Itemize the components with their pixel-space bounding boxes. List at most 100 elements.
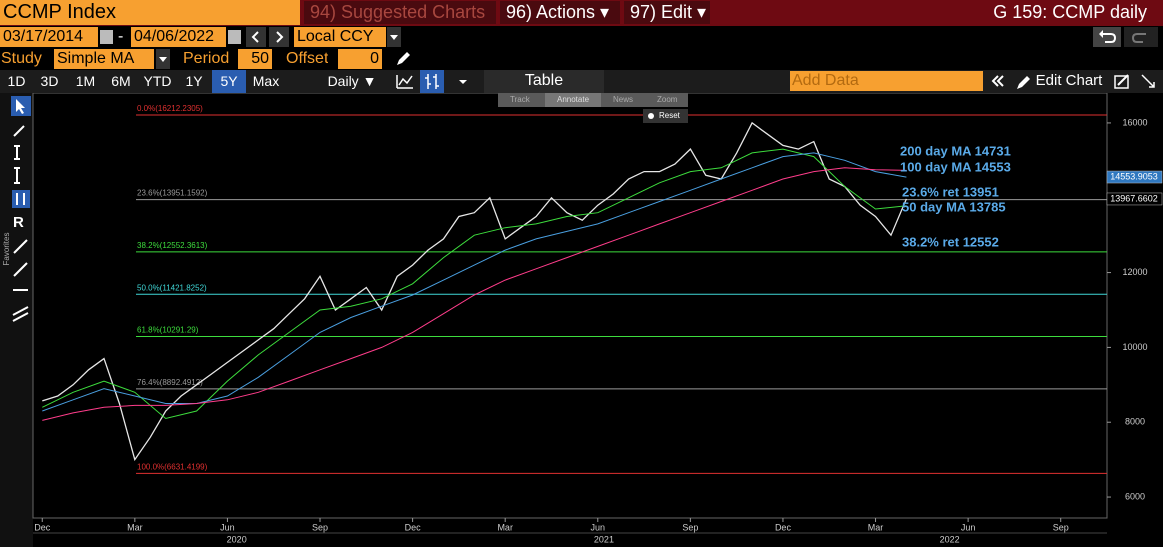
icon <box>276 31 284 43</box>
x-tick-label: Jun <box>961 522 976 532</box>
price-tag <box>1106 192 1163 206</box>
series-line <box>42 152 907 412</box>
pct-tool[interactable] <box>14 145 20 160</box>
period-button[interactable]: 5Y <box>212 70 246 93</box>
prev-button[interactable] <box>246 27 266 47</box>
edit-chart-button[interactable]: Edit Chart <box>1035 72 1103 89</box>
price-tag-label: 13967.6602 <box>1110 193 1158 203</box>
annotation: 23.6% ret 13951 <box>902 184 999 199</box>
table-button[interactable]: Table <box>484 70 604 93</box>
undo-button[interactable] <box>1093 27 1121 47</box>
period-field[interactable]: 50 <box>238 49 272 69</box>
next-button[interactable] <box>269 27 289 47</box>
calendar-icon[interactable] <box>100 30 113 44</box>
settings-icon[interactable] <box>1112 70 1132 93</box>
x-tick-label: Sep <box>682 522 698 532</box>
icon <box>425 74 439 89</box>
offset-field[interactable]: 0 <box>338 49 382 69</box>
icon <box>459 80 467 84</box>
icon <box>390 35 398 40</box>
end-date[interactable]: 04/06/2022 <box>131 27 226 47</box>
currency-field[interactable]: Local CCY <box>294 27 386 47</box>
title-bar: CCMP Index 94) Suggested Charts 96) Acti… <box>0 0 1163 26</box>
x-tick-label: Dec <box>34 522 51 532</box>
x-tick-label: Mar <box>868 522 884 532</box>
price-tag-label: 14553.9053 <box>1110 171 1158 181</box>
icon <box>1017 76 1030 89</box>
x-tick-label: Dec <box>405 522 422 532</box>
y-tick-label: 12000 <box>1122 267 1147 277</box>
x-tick-label: Mar <box>497 522 513 532</box>
period-button[interactable]: 3D <box>40 73 59 89</box>
icon <box>1099 30 1117 43</box>
y-tick-label: 8000 <box>1125 417 1145 427</box>
expand-icon[interactable] <box>1138 70 1158 93</box>
dropdown[interactable] <box>156 49 170 69</box>
period-button[interactable]: 1M <box>75 73 96 89</box>
offset-label: Offset <box>286 50 329 67</box>
chart: 6000800010000120001400016000DecMarJunSep… <box>32 93 1163 544</box>
pointer-icon <box>16 99 25 114</box>
study-field[interactable]: Simple MA <box>54 49 154 69</box>
x-tick-label: Jun <box>591 522 606 532</box>
reset-button[interactable]: Reset <box>643 109 688 123</box>
start-date[interactable]: 03/17/2014 <box>0 27 98 47</box>
chart-tool[interactable]: Track <box>510 95 530 104</box>
pencil-icon[interactable] <box>1014 70 1032 93</box>
period-button[interactable]: Max <box>252 73 280 89</box>
band-tool[interactable] <box>12 306 29 322</box>
year-label: 2021 <box>594 534 614 544</box>
x-tick-label: Sep <box>1053 522 1069 532</box>
y-tick-label: 10000 <box>1122 342 1147 352</box>
collapse-icon[interactable] <box>988 70 1008 93</box>
calendar-icon[interactable] <box>228 30 241 44</box>
icon <box>1131 33 1146 43</box>
channel-tool[interactable] <box>13 262 28 277</box>
redo-button[interactable] <box>1124 27 1158 47</box>
edit-button[interactable]: 97) Edit ▾ <box>624 1 710 24</box>
chart-tool[interactable]: News <box>613 95 634 104</box>
trend-tool[interactable] <box>13 239 28 254</box>
year-label: 2020 <box>227 534 247 544</box>
fib-label: 38.2%(12552.3613) <box>137 241 208 250</box>
add-data-field[interactable]: Add Data <box>790 71 983 91</box>
icon <box>396 75 413 89</box>
x-tick-label: Mar <box>127 522 143 532</box>
icon <box>397 52 410 65</box>
y-tick-label: 16000 <box>1122 117 1147 127</box>
period-button[interactable]: 6M <box>111 73 131 89</box>
year-label: 2022 <box>940 534 960 544</box>
icon <box>1114 74 1129 89</box>
r-tool[interactable]: R <box>13 214 24 231</box>
dollar-tool[interactable] <box>14 167 20 184</box>
chart-tool[interactable]: Annotate <box>545 93 601 107</box>
dropdown[interactable] <box>387 27 401 47</box>
period-button[interactable]: 1Y <box>185 73 203 89</box>
price-tag <box>1106 170 1163 184</box>
y-tick-label: 6000 <box>1125 491 1145 501</box>
dropdown[interactable] <box>455 70 471 93</box>
tool-column: R Favorites <box>0 93 33 547</box>
icon <box>251 31 259 43</box>
pencil-icon[interactable] <box>394 50 412 68</box>
line-icon[interactable] <box>393 70 417 93</box>
study-label: Study <box>1 50 42 67</box>
fib-label: 50.0%(11421.8252) <box>137 283 207 292</box>
frequency-button[interactable]: Daily ▼ <box>327 73 377 89</box>
security-field[interactable]: CCMP Index <box>0 0 300 25</box>
reset-icon <box>648 113 654 119</box>
actions-button[interactable]: 96) Actions ▾ <box>500 1 620 24</box>
plot-area <box>32 93 1108 519</box>
period-button[interactable]: 1D <box>7 73 26 89</box>
tool-icons: R <box>11 96 31 322</box>
annotation: 50 day MA 13785 <box>902 199 1006 214</box>
draw-tool[interactable] <box>13 125 25 137</box>
chart-tool[interactable]: Zoom <box>657 95 678 104</box>
suggested-button[interactable]: 94) Suggested Charts <box>304 1 496 24</box>
period-button[interactable]: YTD <box>143 73 172 89</box>
fib-label: 61.8%(10291.29) <box>137 326 199 335</box>
annotation: 100 day MA 14553 <box>900 159 1011 174</box>
bar-icon[interactable] <box>420 70 444 93</box>
annotation: 200 day MA 14731 <box>900 143 1011 158</box>
